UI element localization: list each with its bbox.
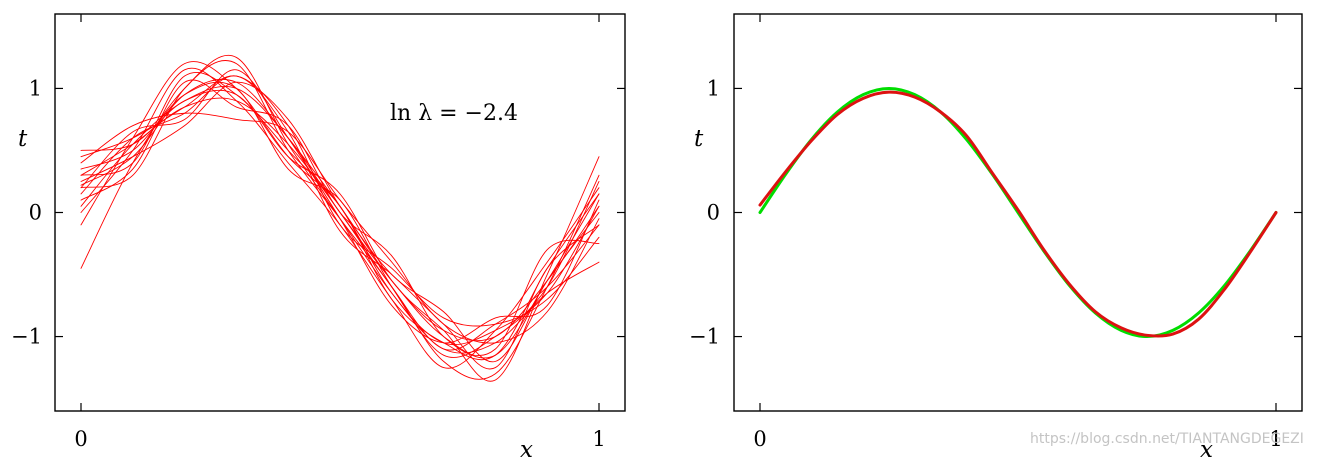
y-tick-label: 0: [29, 201, 42, 225]
y-tick-label: 1: [707, 76, 720, 100]
x-tick-label: 1: [592, 427, 605, 451]
x-tick-label: 0: [74, 427, 87, 451]
left-series-line-14: [80, 71, 600, 346]
left-series-line-10: [80, 69, 600, 344]
watermark: https://blog.csdn.net/TIANTANGDEGEZI: [1030, 431, 1304, 447]
left-series-line-1: [80, 97, 600, 351]
lambda-annotation: ln λ = −2.4: [390, 101, 518, 126]
left-series-line-8: [80, 55, 600, 354]
right-series-group: [758, 86, 1278, 339]
y-tick-label: −1: [689, 325, 720, 349]
left-series-group: [80, 55, 600, 382]
left-series-line-3: [80, 75, 600, 327]
right-chart-panel: −1 0 1 0 1 t x: [689, 13, 1303, 463]
left-chart-panel: −1 0 1 0 1 ln λ = −2.4 t x: [11, 13, 626, 463]
y-tick-label: −1: [11, 325, 42, 349]
left-series-line-15: [80, 86, 600, 359]
right-x-axis-label: x: [1200, 437, 1213, 463]
y-tick-label: 1: [29, 76, 42, 100]
left-series-line-5: [80, 112, 600, 344]
left-series-line-6: [80, 67, 600, 369]
left-y-axis-label: t: [18, 126, 28, 152]
left-series-line-4: [80, 59, 600, 380]
right-axis-ticks: −1 0 1 0 1: [689, 14, 1302, 451]
left-series-line-9: [80, 89, 600, 382]
right-y-axis-label: t: [694, 126, 704, 152]
left-series-line-12: [80, 81, 600, 358]
left-x-axis-label: x: [520, 437, 533, 463]
left-series-line-2: [80, 61, 600, 361]
x-tick-label: 1: [1269, 427, 1282, 451]
left-axis-ticks: −1 0 1 0 1: [11, 14, 625, 451]
x-tick-label: 0: [753, 427, 766, 451]
right-series-line-1: [758, 90, 1278, 338]
y-tick-label: 0: [707, 201, 720, 225]
left-series-line-13: [80, 75, 600, 370]
